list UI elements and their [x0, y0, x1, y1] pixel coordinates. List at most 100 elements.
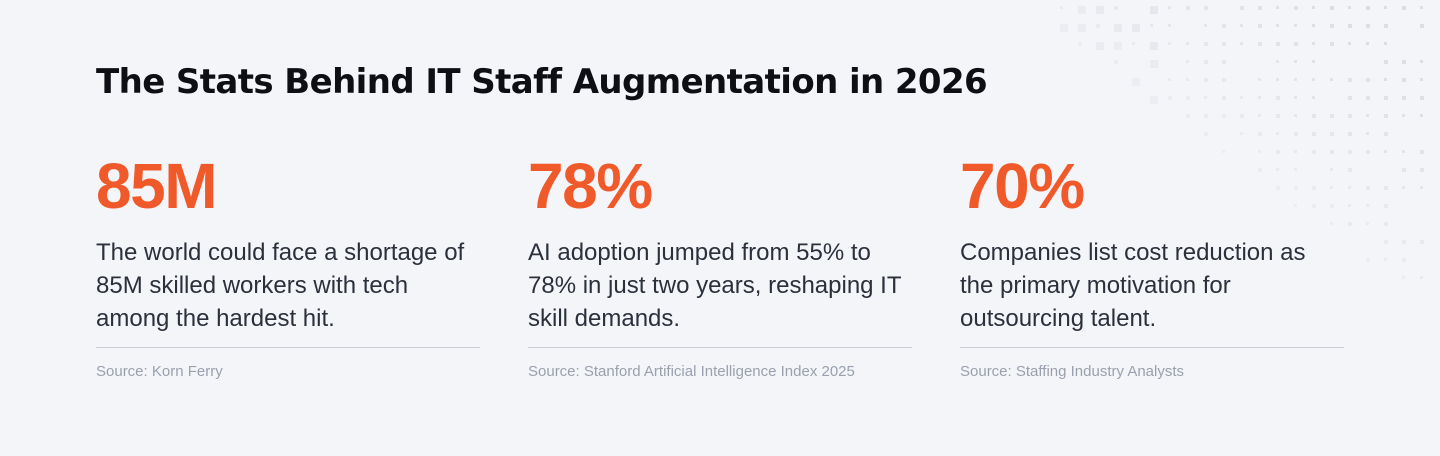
pattern-dot: [1258, 42, 1262, 46]
pattern-dot: [1330, 132, 1334, 136]
pattern-dot: [1402, 240, 1406, 244]
pattern-dot: [1420, 78, 1423, 81]
pattern-dot: [1402, 6, 1406, 10]
pattern-dot: [1366, 24, 1370, 28]
pattern-dot: [1384, 96, 1388, 100]
pattern-dot: [1222, 42, 1226, 46]
pattern-dot: [1132, 42, 1135, 45]
stat-description: The world could face a shortage of 85M s…: [96, 239, 465, 332]
pattern-dot: [1366, 6, 1370, 10]
divider: [96, 347, 480, 348]
pattern-dot: [1384, 132, 1388, 136]
divider: [528, 347, 912, 348]
pattern-dot: [1240, 96, 1243, 99]
pattern-dot: [1312, 96, 1315, 99]
pattern-dot: [1384, 240, 1388, 244]
pattern-dot: [1186, 114, 1190, 118]
pattern-dot: [1366, 186, 1370, 190]
page-title: The Stats Behind IT Staff Augmentation i…: [96, 62, 988, 102]
pattern-dot: [1258, 96, 1261, 99]
pattern-dot: [1348, 168, 1352, 172]
pattern-dot: [1348, 6, 1351, 9]
pattern-dot: [1348, 78, 1352, 82]
divider: [960, 347, 1344, 348]
pattern-dot: [1402, 168, 1406, 172]
pattern-dot: [1420, 24, 1424, 28]
pattern-dot: [1312, 60, 1315, 63]
pattern-dot: [1420, 150, 1424, 154]
pattern-dot: [1240, 132, 1243, 135]
pattern-dot: [1384, 204, 1388, 208]
pattern-dot: [1366, 114, 1369, 117]
pattern-dot: [1276, 6, 1279, 9]
pattern-dot: [1276, 96, 1280, 100]
pattern-dot: [1312, 114, 1316, 118]
pattern-dot: [1330, 6, 1334, 10]
pattern-dot: [1150, 42, 1158, 50]
pattern-dot: [1276, 114, 1280, 118]
pattern-dot: [1150, 60, 1158, 68]
pattern-dot: [1222, 60, 1226, 64]
pattern-dot: [1294, 6, 1298, 10]
pattern-dot: [1150, 24, 1153, 27]
pattern-dot: [1186, 6, 1190, 10]
pattern-dot: [1276, 60, 1279, 63]
pattern-dot: [1294, 132, 1298, 136]
pattern-dot: [1258, 132, 1262, 136]
pattern-dot: [1276, 132, 1279, 135]
pattern-dot: [1258, 78, 1261, 81]
pattern-dot: [1366, 204, 1369, 207]
pattern-dot: [1402, 186, 1405, 189]
pattern-dot: [1384, 150, 1387, 153]
pattern-dot: [1348, 96, 1352, 100]
pattern-dot: [1420, 240, 1424, 244]
pattern-dot: [1366, 258, 1370, 262]
pattern-dot: [1384, 60, 1388, 64]
pattern-dot: [1384, 114, 1388, 118]
pattern-dot: [1114, 24, 1122, 32]
pattern-dot: [1204, 78, 1208, 82]
pattern-dot: [1420, 186, 1423, 189]
pattern-dot: [1420, 60, 1423, 63]
pattern-dot: [1276, 42, 1280, 46]
pattern-dot: [1294, 96, 1297, 99]
pattern-dot: [1204, 6, 1208, 10]
pattern-dot: [1186, 42, 1189, 45]
pattern-dot: [1222, 114, 1226, 118]
pattern-dot: [1348, 132, 1352, 136]
pattern-dot: [1402, 258, 1406, 262]
pattern-dot: [1348, 24, 1352, 28]
pattern-dot: [1186, 96, 1190, 100]
pattern-dot: [1078, 42, 1082, 46]
pattern-dot: [1348, 204, 1351, 207]
pattern-dot: [1330, 78, 1333, 81]
pattern-dot: [1222, 78, 1226, 82]
stat-description: Companies list cost reduction as the pri…: [960, 239, 1306, 332]
pattern-dot: [1384, 24, 1388, 28]
pattern-dot: [1384, 78, 1387, 81]
pattern-dot: [1204, 42, 1208, 46]
pattern-dot: [1168, 78, 1171, 81]
pattern-dot: [1096, 24, 1100, 28]
stat-source: Source: Stanford Artificial Intelligence…: [528, 363, 855, 380]
pattern-dot: [1060, 6, 1063, 9]
pattern-dot: [1420, 168, 1424, 172]
pattern-dot: [1168, 24, 1171, 27]
stat-value: 78%: [528, 150, 653, 222]
pattern-dot: [1384, 42, 1387, 45]
pattern-dot: [1402, 276, 1405, 279]
pattern-dot: [1096, 6, 1104, 14]
pattern-dot: [1348, 114, 1352, 118]
pattern-dot: [1294, 60, 1297, 63]
pattern-dot: [1168, 42, 1171, 45]
pattern-dot: [1240, 114, 1244, 118]
pattern-dot: [1096, 42, 1104, 50]
pattern-dot: [1240, 6, 1244, 10]
pattern-dot: [1402, 114, 1405, 117]
pattern-dot: [1150, 6, 1158, 14]
stat-card-1: 85M The world could face a shortage of 8…: [96, 150, 480, 380]
pattern-dot: [1312, 78, 1315, 81]
pattern-dot: [1204, 96, 1207, 99]
pattern-dot: [1366, 150, 1370, 154]
pattern-dot: [1330, 42, 1334, 46]
